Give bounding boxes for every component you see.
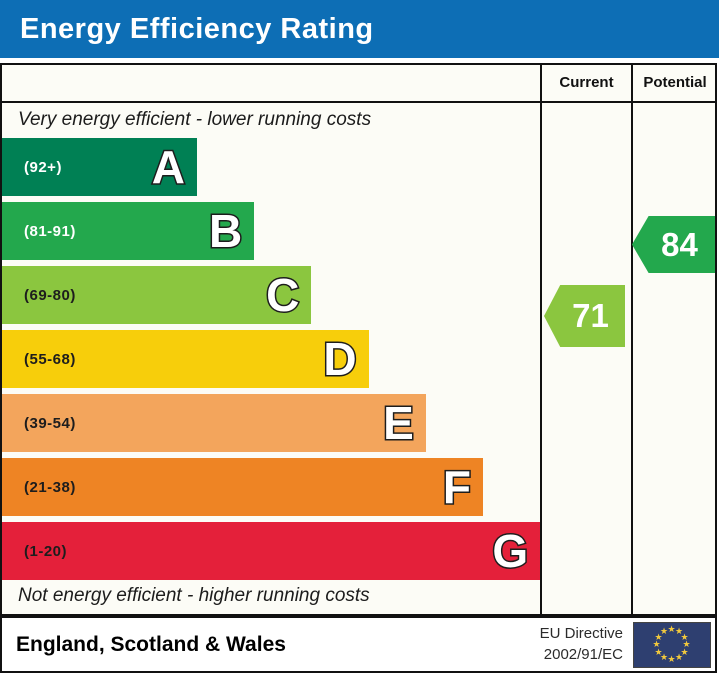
band-row-E: (39-54) E (2, 394, 426, 452)
eu-flag-star: ★ (680, 631, 689, 642)
footer-region-label: England, Scotland & Wales (16, 632, 286, 656)
band-row-D: (55-68) D (2, 330, 369, 388)
band-row-C: (69-80) C (2, 266, 312, 324)
band-range-label: (39-54) (24, 414, 76, 432)
eu-flag-star: ★ (667, 624, 676, 634)
footer: England, Scotland & Wales EU Directive 2… (0, 616, 717, 673)
band-letter: B (207, 205, 243, 257)
band-letter: F (441, 461, 472, 513)
band-range-label: (1-20) (24, 542, 68, 560)
eu-flag-star: ★ (654, 646, 663, 657)
potential-rating-value: 84 (661, 225, 698, 263)
band-range-label: (81-91) (24, 222, 76, 240)
band-range-label: (69-80) (24, 286, 76, 304)
eu-flag-star: ★ (654, 631, 663, 642)
header-bar: Energy Efficiency Rating (0, 0, 719, 58)
caption-top: Very energy efficient - lower running co… (18, 109, 372, 130)
band-letter: A (150, 141, 186, 193)
band-letter: E (382, 397, 416, 449)
eu-flag-star: ★ (660, 651, 669, 662)
band-range-label: (55-68) (24, 350, 76, 368)
band-letter: C (265, 269, 301, 321)
eu-directive-line1: EU Directive (539, 625, 623, 643)
band-row-A: (92+) A (2, 138, 197, 196)
eu-flag-star: ★ (675, 651, 684, 662)
eu-flag-star: ★ (682, 639, 691, 649)
eu-flag-star: ★ (660, 626, 669, 636)
eu-flag-star: ★ (652, 639, 661, 649)
band-range-label: (21-38) (24, 478, 76, 496)
caption-bottom: Not energy efficient - higher running co… (18, 585, 370, 606)
eu-directive-line2: 2002/91/EC (543, 645, 623, 663)
column-divider-current (540, 63, 542, 616)
eu-flag: ★ ★ ★ ★ ★ ★ ★ ★ ★ ★ ★ ★ (633, 621, 711, 668)
band-letter: D (322, 333, 358, 385)
band-letter: G (491, 525, 530, 577)
column-header-potential: Potential (643, 73, 707, 91)
band-row-B: (81-91) B (2, 202, 255, 260)
band-range-label: (92+) (24, 158, 62, 176)
page-title: Energy Efficiency Rating (20, 12, 374, 45)
eu-directive-text: EU Directive 2002/91/EC (540, 624, 633, 665)
current-rating-value: 71 (572, 297, 609, 334)
band-row-F: (21-38) F (2, 458, 483, 516)
column-header-current: Current (559, 73, 614, 91)
header-row-separator (0, 101, 717, 103)
column-divider-potential (631, 63, 633, 616)
eu-flag-star: ★ (675, 626, 684, 636)
eu-flag-star: ★ (667, 654, 676, 664)
band-row-G: (1-20) G (2, 522, 541, 580)
eu-flag-star: ★ (680, 646, 689, 657)
current-rating-arrow: 71 (544, 285, 625, 347)
potential-rating-arrow: 84 (632, 216, 715, 273)
